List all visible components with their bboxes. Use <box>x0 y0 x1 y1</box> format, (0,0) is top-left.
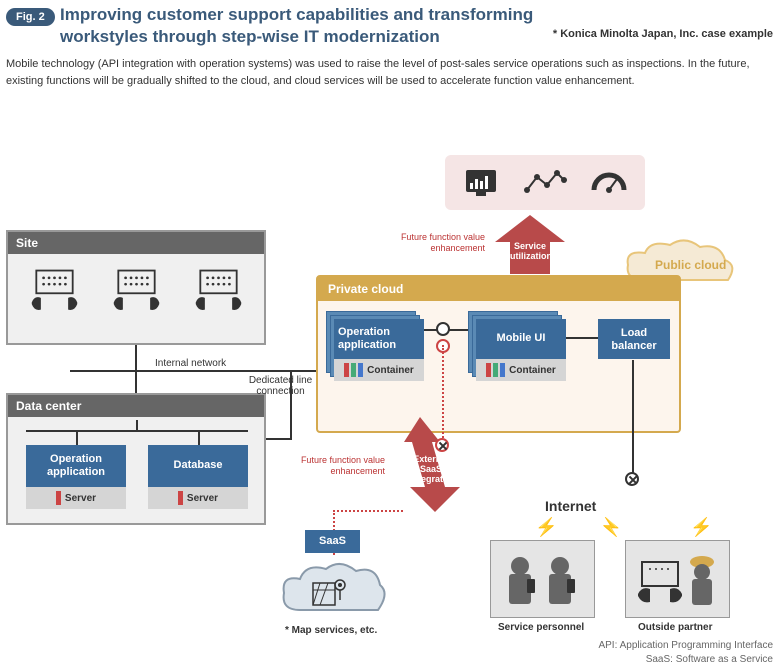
net-hline <box>70 370 290 372</box>
container-label: Container <box>334 359 424 381</box>
database-box: Database Server <box>148 445 248 509</box>
map-services-label: * Map services, etc. <box>285 625 377 636</box>
dotted-v1 <box>442 345 444 445</box>
op-app-cloud-stack: Operation application Container <box>334 319 424 381</box>
dc-hline <box>26 430 248 432</box>
mobile-ui-stack: Mobile UI Container <box>476 319 566 381</box>
x-node-red <box>435 438 449 452</box>
saas-box: SaaS <box>305 530 360 553</box>
pc-icon <box>109 266 164 319</box>
service-personnel-label: Service personnel <box>498 622 584 633</box>
dotted-h <box>333 510 403 512</box>
dedicated-label: Dedicated line connection <box>248 375 313 397</box>
service-util-arrow: Service utilization <box>490 212 570 277</box>
site-panel: Site <box>6 230 266 345</box>
container-label: Container <box>476 359 566 381</box>
public-cloud-label: Public cloud <box>655 258 726 272</box>
graph-icon <box>522 165 567 200</box>
op-app-cloud-label: Operation application <box>334 319 424 359</box>
external-saas-arrow: External SaaS integration <box>390 417 465 515</box>
outside-partner-box <box>625 540 730 618</box>
bolt-icon: ⚡ <box>600 517 622 538</box>
lb-internet-line <box>632 360 634 480</box>
dc-vline-top <box>136 420 138 430</box>
server-label: Server <box>26 487 126 509</box>
dc-vline2 <box>198 430 200 445</box>
site-pc-row <box>8 254 264 331</box>
figure-subtitle: * Konica Minolta Japan, Inc. case exampl… <box>553 28 773 40</box>
service-icons <box>445 155 645 210</box>
site-dc-line <box>135 345 137 393</box>
dashboard-icon <box>461 165 501 200</box>
outside-partner-label: Outside partner <box>638 622 712 633</box>
net-to-cloud <box>290 370 316 372</box>
datacenter-panel: Data center Operation application Server… <box>6 393 266 525</box>
pc-icon <box>27 266 82 319</box>
dc-vline1 <box>76 430 78 445</box>
private-cloud-header: Private cloud <box>318 277 679 301</box>
mobile-ui-label: Mobile UI <box>476 319 566 359</box>
server-label: Server <box>148 487 248 509</box>
internet-label: Internet <box>545 498 596 514</box>
private-cloud-panel: Private cloud Operation application Cont… <box>316 275 681 433</box>
bolt-icon: ⚡ <box>535 517 557 538</box>
saas-cloud <box>278 555 388 623</box>
footnotes: API: Application Programming Interface S… <box>598 639 773 667</box>
bolt-icon: ⚡ <box>690 517 712 538</box>
op-app-dc-box: Operation application Server <box>26 445 126 509</box>
internal-network-label: Internal network <box>155 358 226 369</box>
service-personnel-box <box>490 540 595 618</box>
figure-badge: Fig. 2 <box>6 8 55 26</box>
datacenter-header: Data center <box>8 395 264 417</box>
future-enhance-1: Future function value enhancement <box>395 232 485 254</box>
conn2 <box>566 337 598 339</box>
net-hline2 <box>266 438 290 440</box>
load-balancer-box: Load balancer <box>598 319 670 359</box>
gauge-icon <box>589 165 629 200</box>
database-label: Database <box>148 445 248 487</box>
figure-title: Improving customer support capabilities … <box>60 4 570 48</box>
circle-node <box>436 322 450 336</box>
op-app-dc-label: Operation application <box>26 445 126 487</box>
site-header: Site <box>8 232 264 254</box>
figure-description: Mobile technology (API integration with … <box>6 56 773 89</box>
x-node <box>625 472 639 486</box>
future-enhance-2: Future function value enhancement <box>295 455 385 477</box>
pc-icon <box>191 266 246 319</box>
